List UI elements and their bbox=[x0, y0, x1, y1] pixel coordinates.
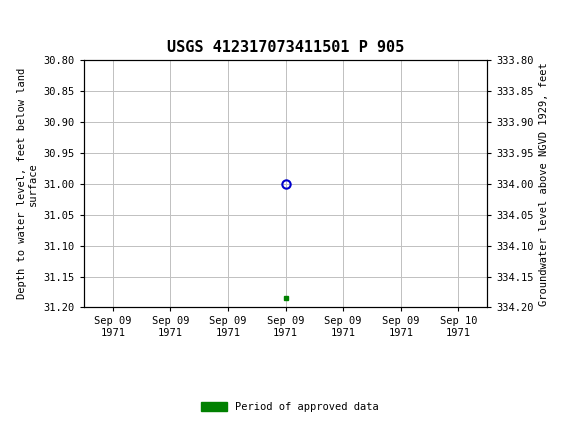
Y-axis label: Groundwater level above NGVD 1929, feet: Groundwater level above NGVD 1929, feet bbox=[539, 62, 549, 306]
Y-axis label: Depth to water level, feet below land
surface: Depth to water level, feet below land su… bbox=[17, 68, 38, 299]
Legend: Period of approved data: Period of approved data bbox=[197, 398, 383, 416]
Text: ≡: ≡ bbox=[12, 9, 35, 37]
Title: USGS 412317073411501 P 905: USGS 412317073411501 P 905 bbox=[167, 40, 404, 55]
Text: USGS: USGS bbox=[41, 13, 100, 32]
